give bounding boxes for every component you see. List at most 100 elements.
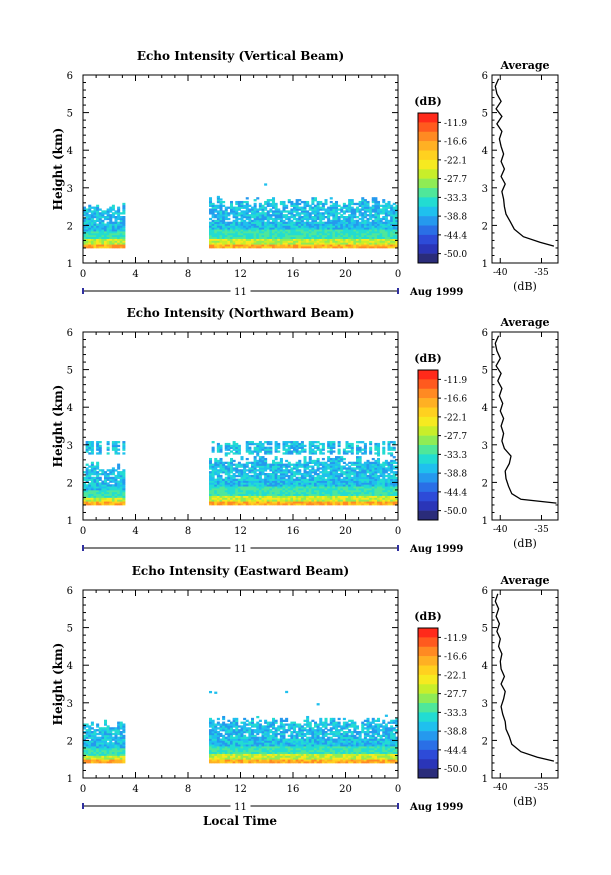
heatmap-cell [96, 441, 100, 444]
heatmap-cell [230, 461, 234, 464]
heatmap-cell [332, 234, 336, 238]
heatmap-cell [329, 446, 333, 449]
heatmap-cell [293, 223, 297, 226]
heatmap-cell [214, 208, 218, 211]
heatmap-cell [119, 736, 123, 739]
heatmap-cell [122, 229, 126, 232]
heatmap-cell [245, 463, 249, 466]
heatmap-cell [285, 227, 289, 230]
heatmap-cell [240, 225, 244, 228]
heatmap-cell [122, 210, 126, 213]
heatmap-cell [114, 491, 118, 495]
heatmap-cell [227, 497, 231, 500]
heatmap-cell [88, 759, 92, 762]
heatmap-cell [122, 740, 126, 743]
heatmap-cell [266, 242, 270, 245]
heatmap-cell [356, 484, 360, 487]
heatmap-cell [392, 223, 396, 226]
heatmap-cell [219, 225, 223, 228]
heatmap-cell [361, 476, 365, 480]
heatmap-cell [243, 227, 247, 230]
heatmap-cell [266, 240, 270, 243]
heatmap-cell [83, 734, 87, 738]
heatmap-cell [382, 465, 386, 468]
heatmap-cell [387, 238, 391, 241]
heatmap-cell [350, 212, 354, 215]
heatmap-cell [303, 501, 307, 504]
heatmap-cell [324, 212, 328, 215]
heatmap-cell [324, 225, 328, 228]
heatmap-cell [321, 503, 325, 506]
heatmap-cell [314, 495, 318, 498]
heatmap-cell [279, 234, 283, 238]
heatmap-cell [295, 200, 299, 204]
heatmap-cell [85, 493, 89, 496]
heatmap-cell [308, 495, 312, 498]
heatmap-cell [377, 202, 381, 206]
heatmap-cell [256, 493, 260, 496]
heatmap-cell [119, 759, 123, 762]
heatmap-cell [243, 497, 247, 500]
heatmap-cell [348, 489, 352, 493]
heatmap-cell [379, 469, 383, 472]
heatmap-cell [335, 501, 339, 504]
heatmap-cell [282, 473, 286, 476]
heatmap-cell [96, 210, 100, 213]
heatmap-cell [329, 474, 333, 478]
heatmap-cell [104, 482, 108, 485]
heatmap-cell [363, 442, 367, 446]
heatmap-cell [101, 746, 105, 749]
profile-title: Average [499, 59, 549, 72]
heatmap-cell [295, 446, 299, 449]
heatmap-cell [374, 221, 378, 224]
heatmap-cell [227, 242, 231, 245]
heatmap-cell [230, 208, 234, 211]
heatmap-cell [240, 206, 244, 209]
heatmap-cell [117, 723, 121, 726]
heatmap-cell [90, 232, 94, 236]
heatmap-cell [111, 727, 115, 730]
heatmap-cell [363, 480, 367, 483]
heatmap-cell [366, 223, 370, 226]
heatmap-cell [122, 236, 126, 239]
heatmap-cell [314, 489, 318, 493]
colorbar-label: -44.4 [444, 488, 467, 498]
heatmap-cell [282, 225, 286, 228]
heatmap-cell [235, 463, 239, 466]
heatmap-cell [358, 223, 362, 226]
heatmap-cell [83, 755, 87, 758]
heatmap-cell [290, 489, 294, 493]
heatmap-cell [390, 217, 394, 221]
heatmap-cell [308, 448, 312, 451]
heatmap-cell [379, 489, 383, 493]
heatmap-cell [117, 232, 121, 236]
heatmap-cell [240, 227, 244, 230]
heatmap-cell [371, 503, 375, 506]
heatmap-cell [332, 204, 336, 207]
heatmap-cell [274, 206, 278, 209]
heatmap-cell [382, 495, 386, 498]
heatmap-cell [379, 234, 383, 238]
heatmap-cell [377, 461, 381, 464]
heatmap-cell [363, 200, 367, 204]
heatmap-cell [392, 240, 396, 243]
heatmap-cell [101, 227, 105, 230]
heatmap-cell [111, 442, 115, 446]
heatmap-cell [329, 478, 333, 481]
heatmap-cell [329, 441, 333, 444]
heatmap-cell [93, 212, 97, 215]
heatmap-cell [253, 457, 257, 461]
heatmap-cell [261, 484, 265, 487]
heatmap-cell [83, 757, 87, 760]
heatmap-cell [106, 231, 110, 234]
heatmap-cell [337, 223, 341, 226]
heatmap-cell [350, 231, 354, 234]
heatmap-cell [335, 471, 339, 474]
heatmap-cell [251, 495, 255, 498]
heatmap-cell [111, 208, 115, 211]
heatmap-cell [93, 219, 97, 223]
heatmap-cell [321, 471, 325, 474]
heatmap-cell [211, 471, 215, 474]
heatmap-cell [216, 486, 220, 489]
heatmap-cell [209, 491, 213, 495]
